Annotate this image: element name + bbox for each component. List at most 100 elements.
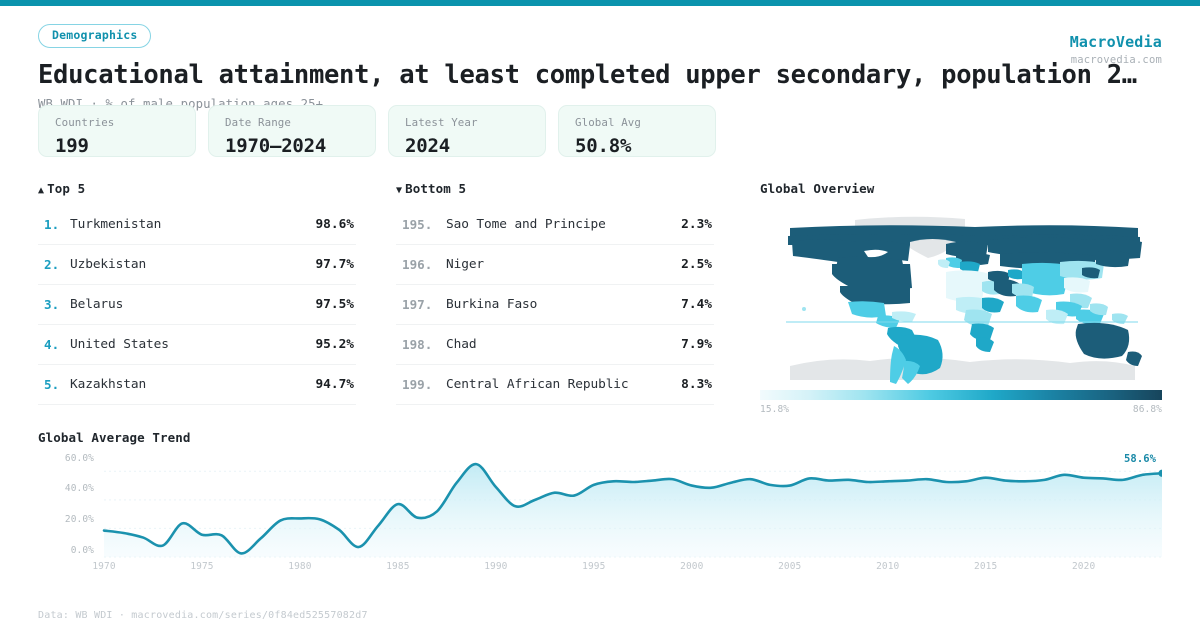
x-axis-labels: 1970 1975 1980 1985 1990 1995 2000 2005 2010 2015…: [92, 561, 1162, 577]
rank-number: 196.: [402, 257, 433, 272]
europe-shapes: [938, 241, 990, 273]
country-value: 97.7%: [315, 257, 354, 272]
world-choropleth-map[interactable]: [760, 206, 1162, 386]
trend-end-point: [1158, 469, 1162, 477]
antarctica-shape: [790, 357, 1135, 380]
x-tick-1985: 1985: [386, 561, 410, 572]
table-row[interactable]: 195. Sao Tome and Principe 2.3%: [396, 205, 714, 245]
table-row[interactable]: 3. Belarus 97.5%: [38, 285, 356, 325]
country-name: Chad: [446, 337, 477, 352]
country-value: 94.7%: [315, 377, 354, 392]
table-row[interactable]: 198. Chad 7.9%: [396, 325, 714, 365]
stat-label: Global Avg: [575, 116, 642, 129]
triangle-up-icon: ▲: [38, 185, 45, 196]
trend-title: Global Average Trend: [38, 430, 191, 445]
north-america-shapes: [792, 239, 956, 328]
country-value: 95.2%: [315, 337, 354, 352]
oceania-shapes: [1075, 313, 1142, 366]
country-name: United States: [70, 337, 169, 352]
rank-number: 3.: [44, 297, 60, 312]
asia-shapes: [988, 237, 1142, 325]
country-name: Turkmenistan: [70, 217, 162, 232]
y-tick-60: 60.0%: [64, 453, 94, 464]
brand-name: MacroVedia: [1069, 33, 1162, 51]
country-name: Sao Tome and Principe: [446, 217, 606, 232]
stat-cards: Countries 199 Date Range 1970–2024 Lates…: [38, 105, 716, 157]
x-tick-2015: 2015: [974, 561, 998, 572]
trend-svg: [102, 462, 1162, 558]
x-tick-1990: 1990: [484, 561, 508, 572]
table-row[interactable]: 2. Uzbekistan 97.7%: [38, 245, 356, 285]
stat-value: 199: [55, 134, 89, 157]
rank-number: 5.: [44, 377, 60, 392]
table-row[interactable]: 197. Burkina Faso 7.4%: [396, 285, 714, 325]
rank-number: 197.: [402, 297, 433, 312]
table-row[interactable]: 199. Central African Republic 8.3%: [396, 365, 714, 405]
bottom5-heading-label: Bottom 5: [405, 181, 467, 196]
stat-label: Latest Year: [405, 116, 478, 129]
rank-number: 199.: [402, 377, 433, 392]
trend-line: [102, 462, 1162, 555]
country-name: Burkina Faso: [446, 297, 538, 312]
top-accent-bar: [0, 0, 1200, 6]
stat-value: 2024: [405, 134, 450, 157]
country-value: 7.4%: [681, 297, 712, 312]
x-tick-1980: 1980: [288, 561, 312, 572]
trend-chart[interactable]: 60.0% 40.0% 20.0% 0.0% 1970 1975 1980 1985 1…: [38, 453, 1162, 589]
trend-area: [104, 464, 1162, 557]
bottom5-heading: ▼ Bottom 5: [396, 181, 714, 196]
country-value: 97.5%: [315, 297, 354, 312]
y-axis-labels: 60.0% 40.0% 20.0% 0.0%: [38, 453, 94, 557]
country-value: 98.6%: [315, 217, 354, 232]
rank-number: 198.: [402, 337, 433, 352]
south-america-shapes: [887, 326, 943, 384]
country-value: 7.9%: [681, 337, 712, 352]
stat-card-latest-year: Latest Year 2024: [388, 105, 546, 157]
x-tick-2020: 2020: [1071, 561, 1096, 572]
map-legend-labels: 15.8% 86.8%: [760, 404, 1162, 415]
table-row[interactable]: 1. Turkmenistan 98.6%: [38, 205, 356, 245]
x-tick-2005: 2005: [778, 561, 802, 572]
map-title: Global Overview: [760, 181, 875, 196]
rank-number: 1.: [44, 217, 60, 232]
stat-label: Countries: [55, 116, 115, 129]
triangle-down-icon: ▼: [396, 185, 403, 196]
footer-source: Data: WB WDI · macrovedia.com/series/0f8…: [38, 610, 368, 621]
y-tick-20: 20.0%: [64, 514, 94, 525]
stat-label: Date Range: [225, 116, 292, 129]
country-name: Niger: [446, 257, 485, 272]
brand-block: MacroVedia macrovedia.com: [1070, 33, 1162, 66]
bottom5-panel: ▼ Bottom 5 195. Sao Tome and Principe 2.3…: [396, 181, 714, 405]
country-value: 2.3%: [681, 217, 712, 232]
map-legend-gradient: [760, 390, 1162, 400]
legend-min-label: 15.8%: [760, 404, 790, 415]
brand-url: macrovedia.com: [1070, 54, 1162, 66]
country-name: Central African Republic: [446, 377, 629, 392]
x-tick-1995: 1995: [582, 561, 606, 572]
country-name: Belarus: [70, 297, 124, 312]
table-row[interactable]: 4. United States 95.2%: [38, 325, 356, 365]
stat-card-date-range: Date Range 1970–2024: [208, 105, 376, 157]
category-badge[interactable]: Demographics: [38, 24, 152, 48]
top5-heading: ▲ Top 5: [38, 181, 356, 196]
rank-number: 4.: [44, 337, 60, 352]
rank-number: 2.: [44, 257, 60, 272]
table-row[interactable]: 196. Niger 2.5%: [396, 245, 714, 285]
middle-east-shapes: [988, 269, 1024, 297]
global-overview-panel: Global Overview: [760, 181, 1162, 415]
table-row[interactable]: 5. Kazakhstan 94.7%: [38, 365, 356, 405]
top5-panel: ▲ Top 5 1. Turkmenistan 98.6% 2. Uzbekist…: [38, 181, 356, 405]
stat-value: 50.8%: [575, 134, 632, 157]
rank-number: 195.: [402, 217, 433, 232]
stat-value: 1970–2024: [225, 134, 327, 157]
stat-card-global-avg: Global Avg 50.8%: [558, 105, 716, 157]
country-value: 2.5%: [681, 257, 712, 272]
x-tick-1970: 1970: [92, 561, 116, 572]
page-header: Demographics Educational attainment, at …: [0, 6, 1200, 111]
x-tick-1975: 1975: [190, 561, 214, 572]
y-tick-0: 0.0%: [70, 545, 94, 556]
y-tick-40: 40.0%: [64, 483, 94, 494]
top5-heading-label: Top 5: [47, 181, 86, 196]
stat-card-countries: Countries 199: [38, 105, 196, 157]
country-name: Kazakhstan: [70, 377, 147, 392]
